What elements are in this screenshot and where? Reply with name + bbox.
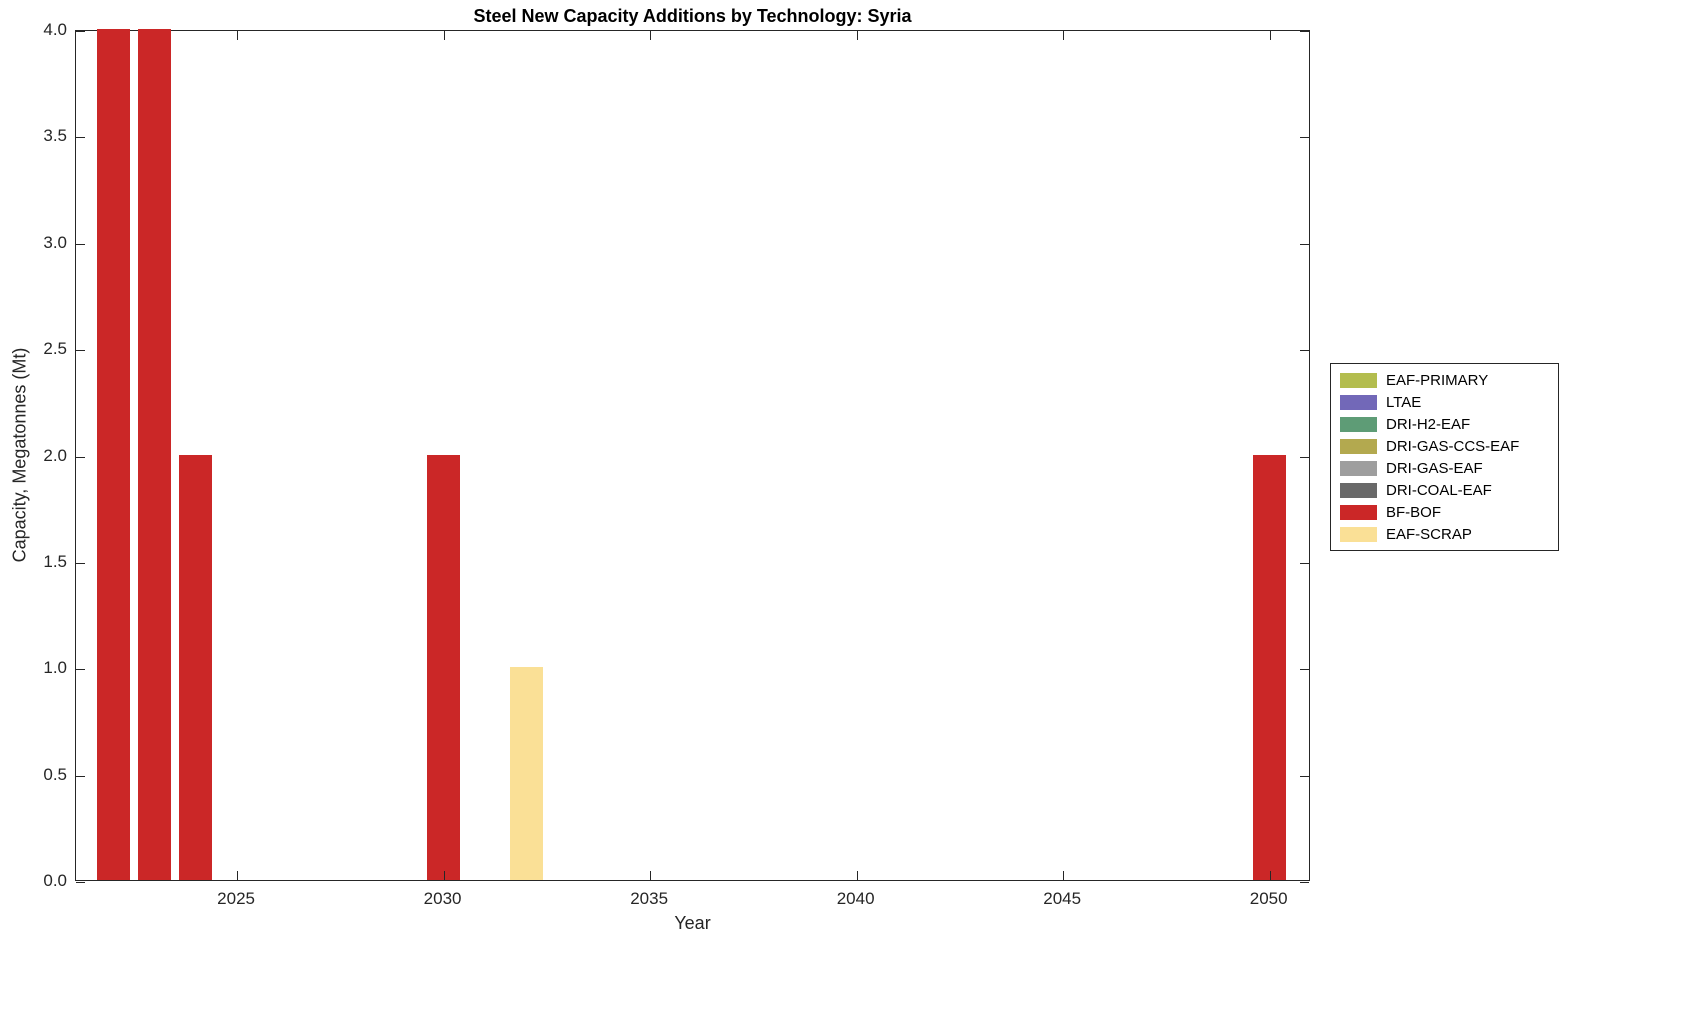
x-tick-label: 2040 — [836, 889, 875, 908]
y-tick-right — [1300, 775, 1309, 777]
legend-row-dri-coal-eaf: DRI-COAL-EAF — [1340, 479, 1549, 501]
y-tick-left — [76, 882, 85, 883]
y-tick-label: 1.5 — [43, 551, 67, 571]
x-axis-label: Year — [674, 913, 711, 933]
y-tick-right — [1300, 456, 1309, 458]
y-tick-label: 3.0 — [43, 232, 67, 252]
y-tick-left — [76, 137, 85, 139]
legend-label: DRI-H2-EAF — [1386, 415, 1471, 433]
y-tick-right — [1300, 350, 1309, 352]
y-tick-left — [76, 775, 85, 777]
y-tick-label: 2.5 — [43, 339, 67, 359]
x-tick-top — [237, 31, 239, 40]
x-tick-bottom — [650, 871, 652, 880]
y-tick-left — [76, 669, 85, 671]
legend-swatch-dri-gas-eaf — [1340, 460, 1377, 476]
legend-row-dri-gas-ccs-eaf: DRI-GAS-CCS-EAF — [1340, 435, 1549, 457]
bar-bf-bof-2023 — [137, 29, 171, 880]
legend-label: BF-BOF — [1386, 503, 1441, 521]
legend-row-bf-bof: BF-BOF — [1340, 501, 1549, 523]
legend-swatch-eaf-scrap — [1340, 526, 1377, 542]
y-tick-label: 0.0 — [43, 871, 67, 890]
y-tick-right — [1300, 562, 1309, 564]
legend-swatch-bf-bof — [1340, 504, 1377, 520]
legend-swatch-dri-coal-eaf — [1340, 482, 1377, 498]
legend-label: EAF-PRIMARY — [1386, 371, 1489, 389]
y-tick-label: 4.0 — [43, 20, 67, 39]
y-tick-left — [76, 31, 85, 32]
legend-label: DRI-COAL-EAF — [1386, 481, 1492, 499]
y-tick-label: 3.5 — [43, 126, 67, 146]
x-tick-top — [1063, 31, 1065, 40]
legend-label: DRI-GAS-CCS-EAF — [1386, 437, 1520, 455]
legend-swatch-eaf-primary — [1340, 372, 1377, 388]
x-tick-label: 2045 — [1043, 889, 1082, 908]
y-tick-right — [1300, 882, 1309, 883]
legend-row-dri-h2-eaf: DRI-H2-EAF — [1340, 413, 1549, 435]
legend-row-dri-gas-eaf: DRI-GAS-EAF — [1340, 457, 1549, 479]
x-tick-top — [856, 31, 858, 40]
legend-swatch-ltae — [1340, 394, 1377, 410]
bar-bf-bof-2050 — [1253, 454, 1287, 880]
bar-eaf-scrap-2032 — [509, 667, 543, 880]
legend-swatch-dri-h2-eaf — [1340, 416, 1377, 432]
y-tick-right — [1300, 669, 1309, 671]
y-tick-left — [76, 562, 85, 564]
bar-bf-bof-2024 — [179, 454, 213, 880]
x-tick-label: 2030 — [423, 889, 462, 908]
y-tick-right — [1300, 243, 1309, 245]
y-tick-label: 1.0 — [43, 658, 67, 678]
x-tick-label: 2035 — [630, 889, 669, 908]
legend: EAF-PRIMARY LTAE DRI-H2-EAF DRI-GAS-CCS-EAF… — [1330, 363, 1559, 551]
x-tick-top — [1269, 31, 1271, 40]
y-tick-label: 2.0 — [43, 445, 67, 465]
bar-bf-bof-2022 — [96, 29, 130, 880]
x-tick-bottom — [443, 871, 445, 880]
y-tick-left — [76, 243, 85, 245]
y-tick-label: 0.5 — [43, 764, 67, 784]
x-tick-label: 2025 — [217, 889, 255, 908]
legend-label: LTAE — [1386, 393, 1422, 411]
x-tick-bottom — [237, 871, 239, 880]
y-tick-left — [76, 350, 85, 352]
legend-row-eaf-scrap: EAF-SCRAP — [1340, 523, 1549, 545]
x-tick-bottom — [1063, 871, 1065, 880]
legend-label: DRI-GAS-EAF — [1386, 459, 1483, 477]
legend-label: EAF-SCRAP — [1386, 525, 1472, 543]
legend-row-ltae: LTAE — [1340, 391, 1549, 413]
legend-swatch-dri-gas-ccs-eaf — [1340, 438, 1377, 454]
x-tick-bottom — [1269, 871, 1271, 880]
x-tick-top — [443, 31, 445, 40]
chart-title: Steel New Capacity Additions by Technolo… — [473, 6, 912, 26]
legend-row-eaf-primary: EAF-PRIMARY — [1340, 369, 1549, 391]
x-tick-label: 2050 — [1249, 889, 1288, 908]
y-tick-right — [1300, 31, 1309, 32]
x-tick-top — [650, 31, 652, 40]
plot-area — [75, 29, 1310, 883]
bar-bf-bof-2030 — [427, 454, 461, 880]
y-tick-right — [1300, 137, 1309, 139]
y-tick-left — [76, 456, 85, 458]
x-tick-bottom — [856, 871, 858, 880]
